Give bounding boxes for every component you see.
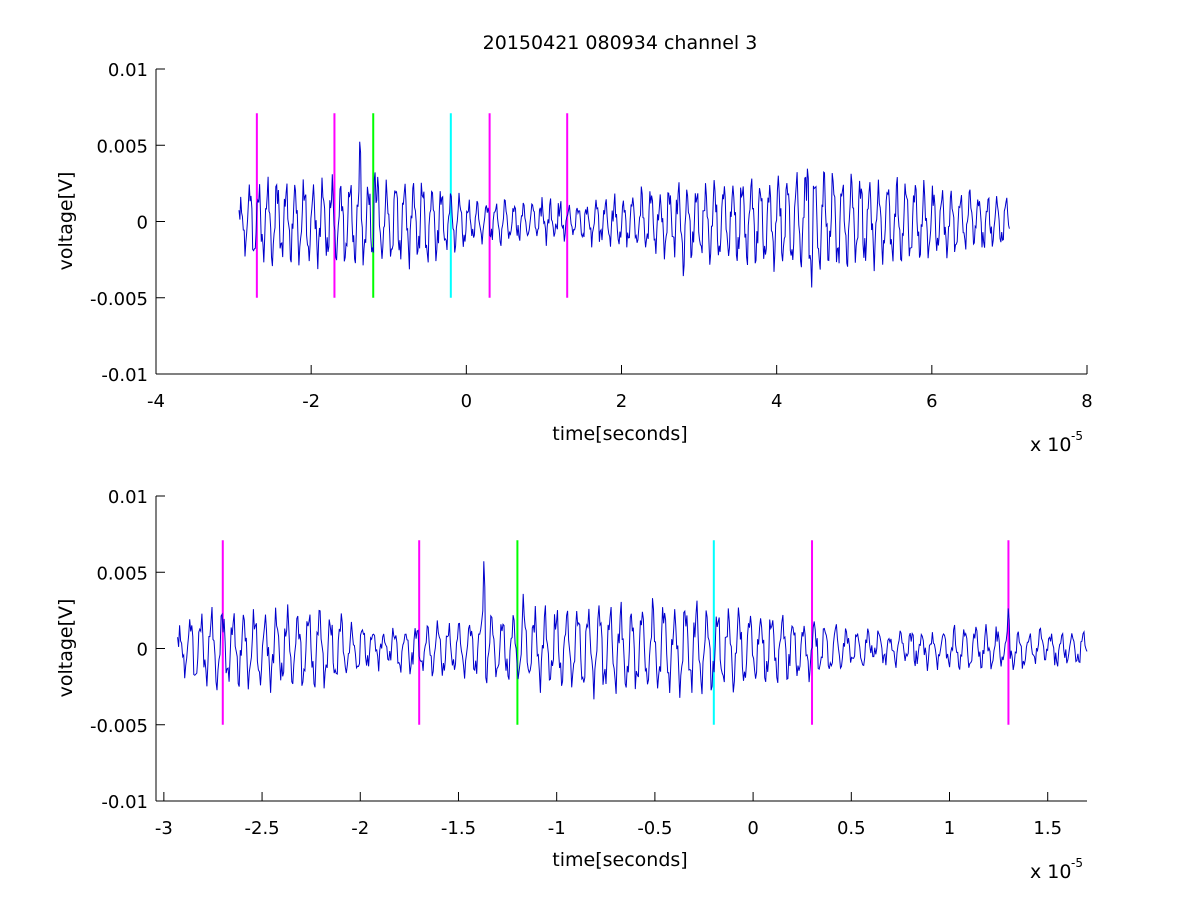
top-x-tick-label: 6 — [926, 391, 937, 412]
bottom-y-tick-label: 0 — [137, 640, 148, 661]
bottom-y-ticks: -0.01 -0.005 0 0.005 0.01 — [90, 487, 165, 813]
top-x-axis-label: time[seconds] — [552, 423, 687, 445]
bottom-x-tick-label: 0.5 — [837, 818, 866, 839]
bottom-x-tick-label: -3 — [155, 818, 173, 839]
bottom-x-multiplier-base: x 10 — [1030, 861, 1071, 883]
bottom-y-tick-label: -0.005 — [90, 716, 148, 737]
top-x-ticks: -4 -2 0 2 4 6 8 — [147, 365, 1093, 412]
top-x-tick-label: 2 — [616, 391, 627, 412]
bottom-y-tick-label: -0.01 — [101, 792, 148, 813]
top-y-tick-label: 0.005 — [96, 136, 148, 157]
bottom-x-tick-label: 0 — [747, 818, 758, 839]
top-voltage-trace — [238, 141, 1010, 288]
top-y-axis-label: voltage[V] — [55, 172, 77, 271]
bottom-y-tick-label: 0.005 — [96, 563, 148, 584]
top-x-tick-label: 4 — [771, 391, 782, 412]
bottom-x-tick-label: 1.5 — [1033, 818, 1062, 839]
bottom-x-tick-label: -2.5 — [245, 818, 280, 839]
top-y-ticks: -0.01 -0.005 0 0.005 0.01 — [90, 60, 165, 386]
top-y-tick-label: 0.01 — [108, 60, 148, 81]
bottom-x-tick-label: 1 — [944, 818, 955, 839]
top-subplot: 20150421 080934 channel 3 -4 -2 0 2 4 6 8 -0.0… — [55, 32, 1093, 456]
bottom-x-ticks: -3 -2.5 -2 -1.5 -1 -0.5 0 0.5 1 1.5 — [155, 792, 1062, 839]
bottom-voltage-trace — [177, 561, 1088, 700]
bottom-x-tick-label: -1.5 — [441, 818, 476, 839]
top-y-tick-label: -0.01 — [101, 365, 148, 386]
bottom-x-tick-label: -0.5 — [637, 818, 672, 839]
top-x-multiplier-base: x 10 — [1030, 434, 1071, 456]
top-x-tick-label: 0 — [461, 391, 472, 412]
bottom-y-axis-label: voltage[V] — [55, 599, 77, 698]
top-x-tick-label: -4 — [147, 391, 165, 412]
bottom-x-tick-label: -2 — [351, 818, 369, 839]
bottom-subplot: -3 -2.5 -2 -1.5 -1 -0.5 0 0.5 1 1.5 -0.01 -0.005 0 0… — [55, 487, 1088, 883]
bottom-x-multiplier: x 10 -5 — [1030, 856, 1083, 883]
top-x-multiplier-exponent: -5 — [1071, 429, 1083, 443]
bottom-marker-lines — [221, 540, 1010, 725]
top-y-tick-label: 0 — [137, 213, 148, 234]
bottom-y-tick-label: 0.01 — [108, 487, 148, 508]
top-x-multiplier: x 10 -5 — [1030, 429, 1083, 456]
bottom-x-multiplier-exponent: -5 — [1071, 856, 1083, 870]
top-x-tick-label: -2 — [302, 391, 320, 412]
top-x-tick-label: 8 — [1081, 391, 1092, 412]
chart-title: 20150421 080934 channel 3 — [483, 32, 758, 54]
bottom-x-axis-label: time[seconds] — [552, 849, 687, 871]
bottom-x-tick-label: -1 — [548, 818, 566, 839]
top-y-tick-label: -0.005 — [90, 289, 148, 310]
top-marker-lines — [255, 113, 569, 298]
